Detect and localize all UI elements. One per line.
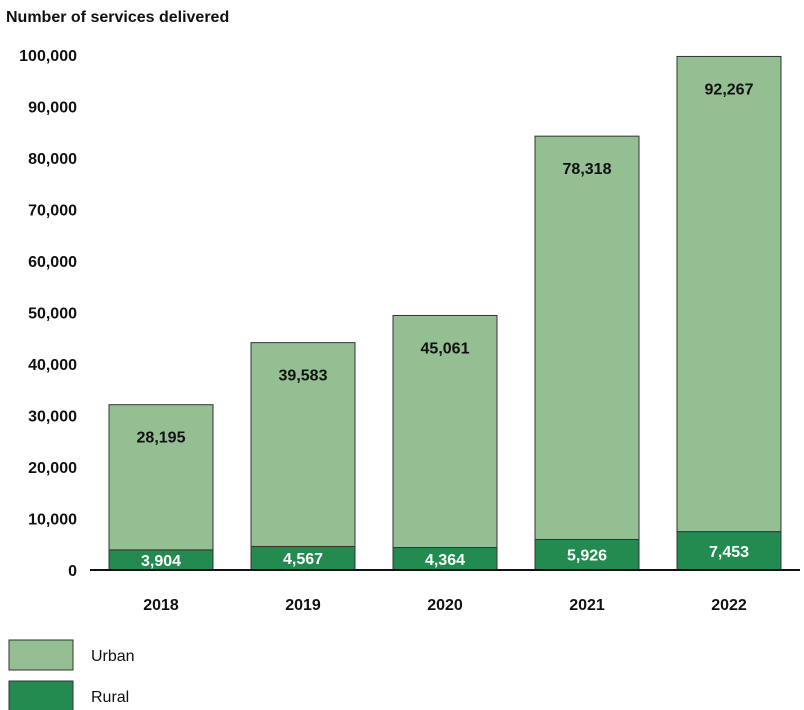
legend-label-rural: Rural (91, 689, 129, 706)
y-tick-label: 40,000 (28, 357, 77, 374)
x-axis: 2018 2019 2020 2021 2022 (90, 569, 800, 614)
y-tick-label: 100,000 (19, 48, 77, 65)
data-label: 78,318 (563, 161, 612, 178)
bars: 3,904 28,195 4,567 39,583 4,364 45,061 5,926 78… (108, 55, 782, 571)
bar-segment-urban (392, 314, 498, 549)
x-tick-label: 2021 (569, 597, 605, 614)
data-label: 45,061 (421, 340, 470, 357)
chart-title: Number of services delivered (6, 9, 229, 26)
y-tick-label: 10,000 (28, 512, 77, 529)
y-tick-label: 80,000 (28, 151, 77, 168)
x-tick-label: 2018 (143, 597, 179, 614)
bar-segment-urban (250, 342, 356, 547)
legend: Urban Rural (8, 639, 135, 710)
data-label: 92,267 (705, 81, 754, 98)
y-axis: 0 10,000 20,000 30,000 40,000 50,000 60,000 70,… (19, 48, 77, 580)
data-label: 5,926 (567, 548, 607, 565)
data-label: 28,195 (137, 430, 186, 447)
legend-label-urban: Urban (91, 648, 135, 665)
y-tick-label: 60,000 (28, 254, 77, 271)
bar-segment-urban (108, 404, 214, 551)
x-tick-label: 2022 (711, 597, 747, 614)
legend-swatch-urban (8, 639, 74, 671)
y-tick-label: 30,000 (28, 409, 77, 426)
y-tick-label: 90,000 (28, 100, 77, 117)
data-label: 4,567 (283, 551, 323, 568)
x-tick-label: 2019 (285, 597, 321, 614)
y-tick-label: 0 (68, 563, 77, 580)
data-label: 3,904 (141, 553, 181, 570)
bar-segment-urban (676, 55, 782, 533)
data-label: 4,364 (425, 552, 465, 569)
x-tick-label: 2020 (427, 597, 463, 614)
y-tick-label: 70,000 (28, 203, 77, 220)
data-label: 7,453 (709, 544, 749, 561)
legend-swatch-rural (8, 680, 74, 710)
data-label: 39,583 (279, 368, 328, 385)
bar-segment-urban (534, 135, 640, 540)
y-tick-label: 50,000 (28, 306, 77, 323)
y-tick-label: 20,000 (28, 460, 77, 477)
